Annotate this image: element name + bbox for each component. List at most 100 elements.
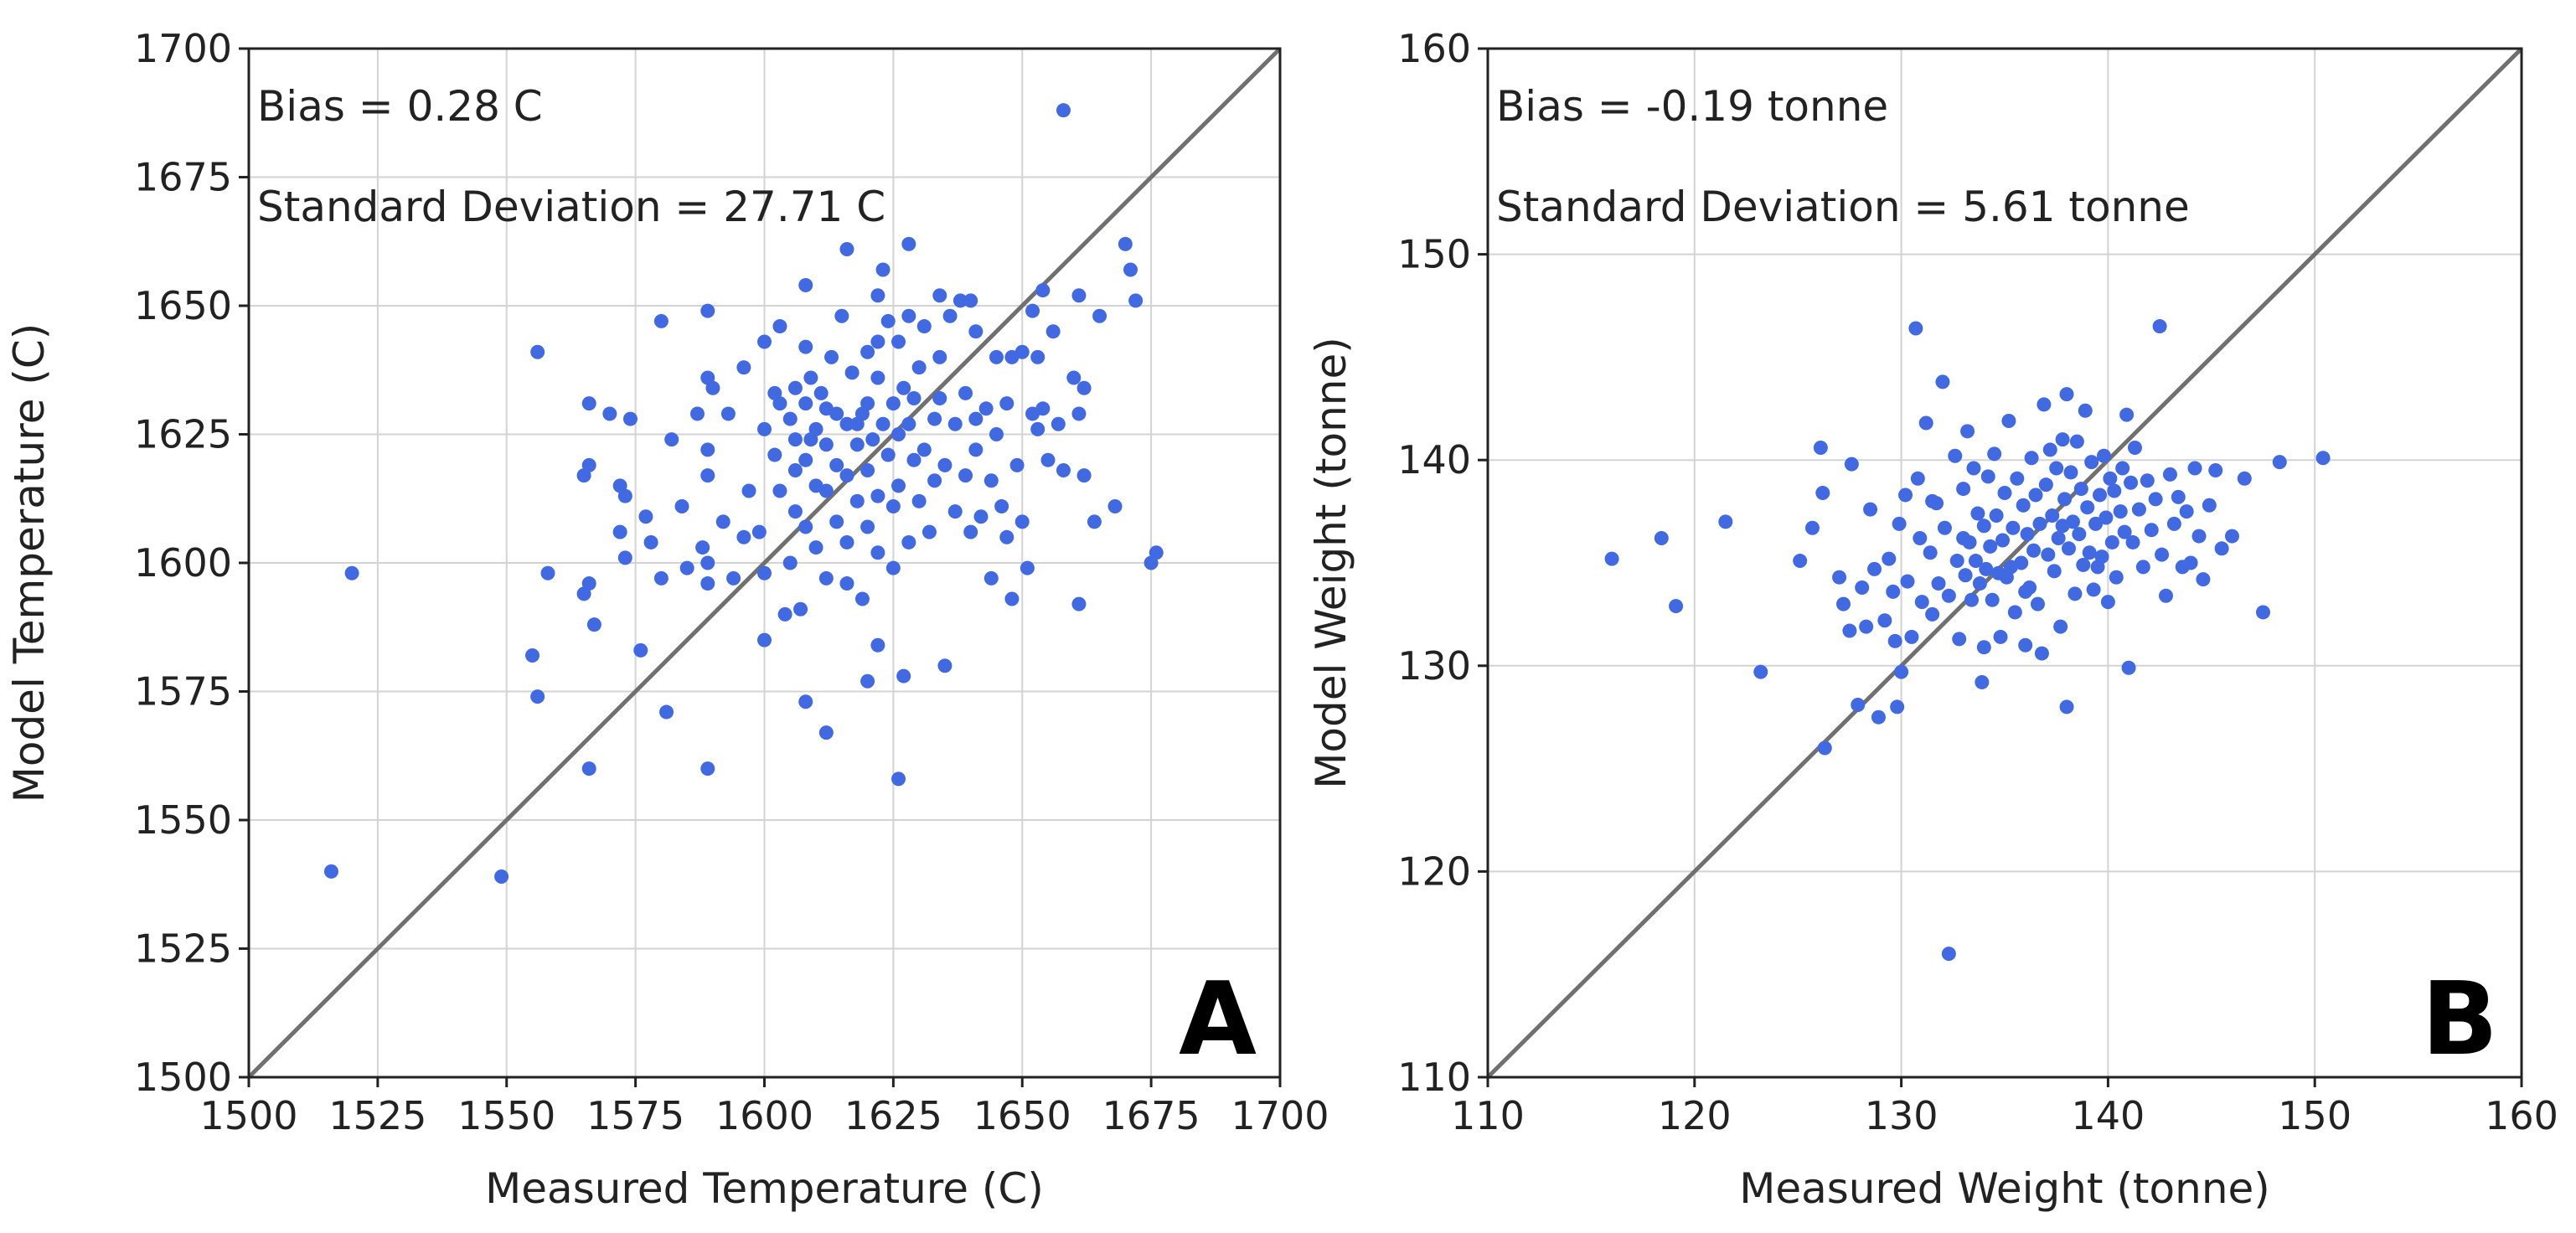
data-point [885,498,901,513]
data-point [2090,560,2105,575]
data-point [2057,492,2073,507]
data-point [798,396,813,411]
x-tick-label: 1675 [1102,1093,1200,1138]
data-point [787,462,803,477]
data-point [705,380,720,395]
data-point [1051,416,1066,431]
data-point [860,462,875,477]
data-point [2020,527,2035,542]
data-point [767,447,782,462]
data-point [891,771,906,787]
data-point [808,540,823,555]
data-point [1004,591,1020,606]
data-point [674,498,689,513]
data-point [2018,637,2033,653]
data-point [1968,554,1983,569]
data-point [1815,485,1830,500]
data-point [2202,498,2217,513]
data-point [689,406,705,421]
data-point [1025,303,1040,318]
data-point [1076,380,1092,395]
data-point [1604,551,1619,566]
data-point [2055,518,2070,534]
data-point [901,416,916,431]
data-point [1898,488,1913,503]
data-point [2082,545,2097,560]
data-point [1855,580,1870,595]
data-point [2068,586,2083,601]
data-point [1964,592,1980,607]
data-point [782,411,798,426]
data-point [1793,554,1808,569]
data-point [942,308,958,323]
data-point [870,370,885,385]
data-point [638,509,653,524]
data-point [2115,461,2130,476]
data-point [2093,488,2108,503]
data-point [700,442,715,457]
data-point [927,411,942,426]
data-point [1844,457,1859,472]
data-point [839,576,854,591]
x-tick-label: 1500 [199,1093,297,1138]
data-point [576,586,591,601]
x-tick-label: 1625 [844,1093,942,1138]
data-point [530,344,545,359]
data-point [2124,475,2139,490]
data-point [818,725,834,740]
data-point [1009,457,1025,472]
data-point [921,524,937,539]
data-point [1976,640,1991,655]
data-point [772,396,787,411]
data-point [757,632,772,647]
data-point [540,565,555,580]
data-point [581,761,596,776]
data-point [849,416,865,431]
data-point [700,468,715,483]
x-tick-label: 1700 [1231,1093,1329,1138]
data-point [2109,570,2124,585]
data-point [1842,623,1857,638]
data-point [1952,632,1967,647]
data-point [2037,397,2052,412]
data-point [741,483,756,498]
data-point [1886,584,1901,599]
data-point [2214,541,2229,556]
data-point [2196,572,2211,587]
x-tick-label: 120 [1658,1093,1732,1138]
data-point [777,606,792,622]
data-point [916,319,932,334]
data-point [1931,576,1946,591]
data-point [901,308,916,323]
data-point [633,642,648,658]
data-point [798,694,813,709]
data-point [875,262,891,277]
y-tick-label: 110 [1397,1055,1471,1100]
data-point [1092,308,1107,323]
data-point [1904,629,1919,644]
y-tick-label: 1550 [134,797,232,843]
data-point [1804,520,1820,535]
data-point [772,319,787,334]
x-tick-label: 1525 [328,1093,426,1138]
data-point [1914,595,1929,610]
y-tick-label: 160 [1397,26,1471,71]
data-point [1960,424,1975,439]
data-point [2042,442,2057,457]
data-point [885,560,901,575]
data-point [860,673,875,689]
data-point [880,447,896,462]
data-point [1835,596,1851,611]
data-point [787,504,803,519]
data-point [885,396,901,411]
data-point [2135,560,2150,575]
data-point [1987,446,2002,462]
data-point [906,391,921,406]
data-point [1813,440,1828,455]
data-point [891,334,906,349]
data-point [1890,699,1905,715]
data-point [932,391,947,406]
x-tick-label: 1650 [973,1093,1071,1138]
data-point [839,416,854,431]
data-point [1913,531,1928,546]
